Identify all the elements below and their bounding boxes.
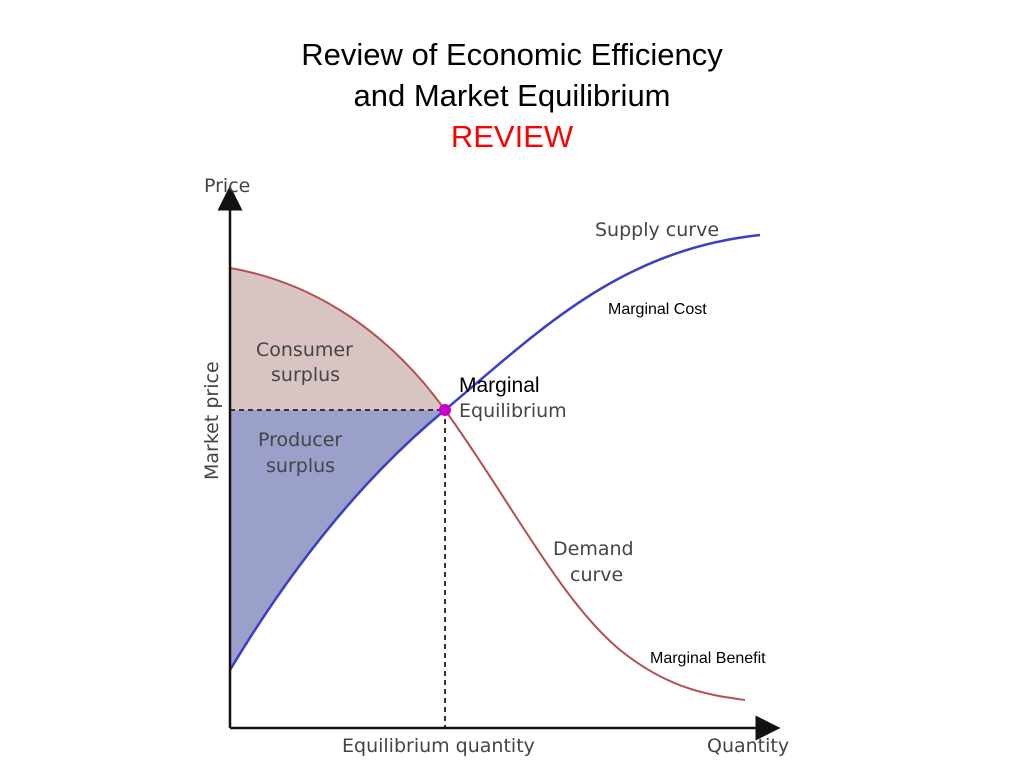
producer-surplus-label-line-2: surplus	[266, 455, 335, 477]
equilibrium-point	[439, 404, 451, 416]
title-line-3: REVIEW	[450, 119, 574, 154]
slide-title: Review of Economic Efficiency and Market…	[0, 34, 1024, 157]
equilibrium-label: Equilibrium	[459, 400, 567, 422]
demand-curve-label-line-2: curve	[570, 564, 623, 586]
equilibrium-quantity-label: Equilibrium quantity	[342, 735, 535, 757]
demand-curve	[229, 267, 746, 701]
title-line-1: Review of Economic Efficiency	[301, 37, 723, 72]
title-line-2: and Market Equilibrium	[353, 78, 671, 113]
supply-curve-label: Supply curve	[595, 219, 719, 241]
consumer-surplus-label-line-1: Consumer	[256, 339, 353, 361]
marginal-annotation: Marginal	[459, 374, 540, 397]
marginal-benefit-annotation: Marginal Benefit	[650, 650, 766, 667]
consumer-surplus-label-line-2: surplus	[271, 364, 340, 386]
demand-curve-label-line-1: Demand	[553, 538, 634, 560]
producer-surplus-area	[230, 410, 445, 670]
x-axis-label: Quantity	[707, 735, 789, 757]
producer-surplus-label-line-1: Producer	[258, 429, 342, 451]
market-price-label: Market price	[201, 361, 223, 480]
consumer-surplus-area	[230, 268, 445, 410]
marginal-cost-annotation: Marginal Cost	[608, 301, 707, 318]
y-axis-label: Price	[204, 175, 250, 197]
